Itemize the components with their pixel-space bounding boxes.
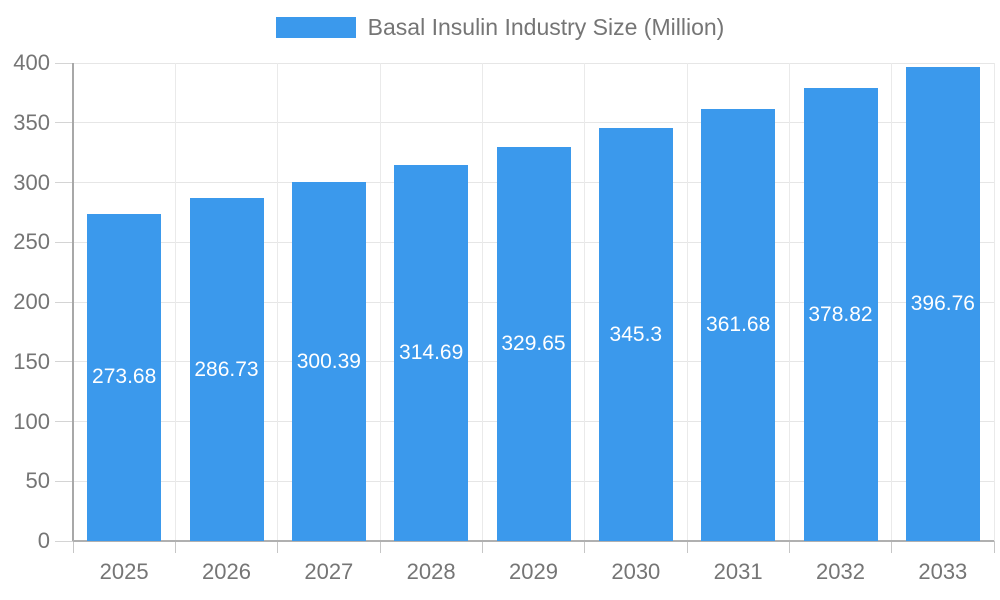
x-axis-tick (788, 541, 790, 553)
y-axis-tick (55, 241, 73, 243)
y-axis-line (72, 63, 74, 541)
bar[interactable] (496, 147, 571, 541)
x-axis-label: 2028 (406, 559, 456, 584)
y-axis-tick (55, 62, 73, 64)
bar-value-label: 273.68 (92, 365, 157, 389)
v-gridline (584, 63, 586, 541)
x-axis-tick (277, 541, 279, 553)
x-axis-tick (584, 541, 586, 553)
x-axis-label: 2030 (611, 559, 661, 584)
x-axis-line (73, 540, 994, 542)
x-axis-tick (174, 541, 176, 553)
bar-value-label: 314.69 (399, 340, 464, 364)
y-axis-label: 400 (13, 50, 50, 75)
y-axis-label: 250 (13, 229, 50, 255)
y-axis-tick (55, 480, 73, 482)
bar[interactable] (189, 198, 264, 541)
bar[interactable] (598, 128, 673, 541)
v-gridline (891, 63, 893, 541)
v-gridline (993, 63, 995, 541)
y-axis-label: 100 (13, 408, 50, 434)
chart-legend[interactable]: Basal Insulin Industry Size (Million) (0, 14, 1000, 41)
bar[interactable] (905, 66, 980, 541)
bar-value-label: 345.3 (609, 322, 663, 346)
h-gridline (73, 62, 994, 64)
y-axis-label: 0 (37, 528, 50, 553)
legend-label: Basal Insulin Industry Size (Million) (367, 14, 725, 40)
x-axis-label: 2032 (816, 559, 865, 584)
x-axis-tick (379, 541, 381, 553)
v-gridline (481, 63, 483, 541)
y-axis-label: 150 (13, 348, 50, 374)
x-axis-tick (72, 541, 74, 553)
x-axis-label: 2029 (509, 559, 558, 584)
x-axis-tick (481, 541, 483, 553)
y-axis-tick (55, 421, 73, 422)
y-axis-label: 200 (13, 289, 50, 314)
bar-value-label: 378.82 (808, 302, 873, 326)
bar-value-label: 300.39 (296, 349, 361, 373)
bar[interactable] (394, 164, 469, 541)
y-axis-tick (55, 301, 73, 303)
bar[interactable] (291, 182, 366, 541)
x-axis-tick (891, 541, 893, 553)
bar[interactable] (701, 108, 776, 541)
v-gridline (174, 63, 176, 541)
bar[interactable] (803, 88, 878, 541)
x-axis-label: 2027 (304, 559, 354, 584)
x-axis-label: 2033 (918, 559, 968, 584)
x-axis-label: 2031 (713, 559, 763, 584)
y-axis-label: 350 (13, 109, 50, 135)
x-axis-tick (993, 541, 995, 553)
bar-value-label: 286.73 (194, 357, 259, 381)
x-axis-label: 2026 (202, 559, 251, 584)
bar-value-label: 396.76 (910, 291, 975, 315)
y-axis-tick (55, 361, 73, 363)
y-axis-tick (55, 122, 73, 124)
bar-value-label: 361.68 (706, 312, 771, 336)
x-axis-tick (686, 541, 688, 553)
bar[interactable] (87, 213, 162, 541)
v-gridline (379, 63, 381, 541)
h-gridline (73, 122, 994, 124)
y-axis-label: 50 (25, 468, 50, 494)
v-gridline (277, 63, 279, 541)
x-axis-label: 2025 (99, 559, 149, 584)
bar-value-label: 329.65 (501, 332, 566, 356)
y-axis-label: 300 (13, 169, 50, 195)
y-axis-tick (55, 540, 73, 542)
y-axis-tick (55, 182, 73, 183)
v-gridline (788, 63, 790, 541)
legend-swatch-icon (275, 17, 356, 38)
v-gridline (686, 63, 688, 541)
